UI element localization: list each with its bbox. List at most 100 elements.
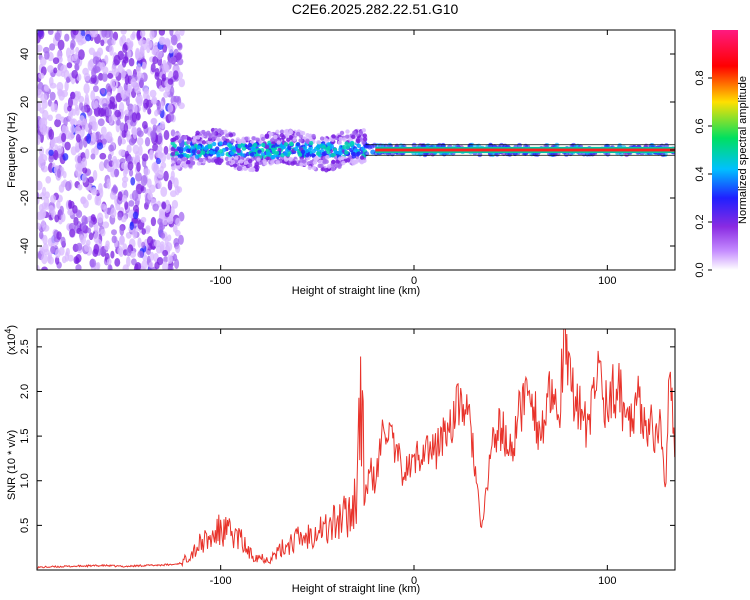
spectrogram-cell xyxy=(120,30,127,35)
spectrogram-cell xyxy=(108,264,113,270)
spectrogram-cell xyxy=(335,159,340,164)
spectrogram-cell xyxy=(270,154,275,160)
spectrogram-cell xyxy=(149,30,155,40)
spectrogram-cell xyxy=(38,72,45,80)
spectrogram-cell xyxy=(167,264,174,270)
colorbar-tick-label: 0.0 xyxy=(694,262,706,277)
spectrogram-cell xyxy=(63,102,70,114)
spectrogram-cell xyxy=(203,146,208,151)
spectrogram-cell xyxy=(48,149,54,156)
spectrogram-line-core xyxy=(375,148,675,152)
spectrogram-cell xyxy=(119,158,126,165)
spectrogram-cell xyxy=(111,38,116,46)
spectrogram-cell xyxy=(255,137,260,142)
spectrogram-cell xyxy=(214,146,220,151)
spectrogram-cell xyxy=(228,133,234,138)
spectrogram-cell xyxy=(136,63,141,75)
spectrogram-cell xyxy=(186,136,192,141)
spectrogram-cell xyxy=(118,101,125,113)
spectrogram-cell xyxy=(251,136,256,141)
spectrogram-cell xyxy=(136,30,141,41)
spectrogram-cell xyxy=(81,173,87,183)
spectrogram-cell xyxy=(132,211,139,220)
spectrogram-cell xyxy=(88,220,94,228)
spectrogram-cell xyxy=(167,215,174,225)
spectrogram-cell xyxy=(189,156,194,161)
spectrogram-cell xyxy=(237,166,242,172)
spectrogram-cell xyxy=(125,247,132,257)
spectrogram-cell xyxy=(192,135,198,140)
spectrogram-cell xyxy=(178,211,185,222)
spectrogram-cell xyxy=(178,102,185,110)
spectrogram-cell xyxy=(61,132,67,143)
spectrogram-cell xyxy=(120,34,127,44)
spectrogram-cell xyxy=(121,195,128,203)
spectrogram-xtick-label: -100 xyxy=(210,275,232,287)
spectrogram-cell xyxy=(241,146,247,151)
spectrogram-cell xyxy=(358,130,364,136)
spectrogram-cell xyxy=(132,228,138,239)
spectrogram-cell xyxy=(37,44,43,53)
spectrogram-cell xyxy=(149,184,156,194)
spectrogram-cell xyxy=(163,170,169,182)
snr-series-line xyxy=(37,329,675,569)
spectrogram-cell xyxy=(297,152,303,157)
spectrogram-cell xyxy=(96,262,101,270)
snr-yscale-label: (x104) xyxy=(3,325,18,355)
spectrogram-cell xyxy=(232,163,238,168)
spectrogram-cell xyxy=(154,67,160,77)
spectrogram-cell xyxy=(54,256,60,265)
snr-xtick-label: 100 xyxy=(598,575,616,587)
spectrogram-cell xyxy=(207,144,213,149)
spectrogram-cell xyxy=(114,257,121,267)
spectrogram-cell xyxy=(331,134,336,139)
spectrogram-cell xyxy=(163,129,170,141)
spectrogram-cell xyxy=(317,159,323,165)
spectrogram-cell xyxy=(150,98,158,105)
spectrogram-cell xyxy=(38,157,45,169)
spectrogram-cell xyxy=(98,72,104,81)
colorbar-ticks: 0.0 0.2 0.4 0.6 0.8 xyxy=(694,70,712,278)
spectrogram-cell xyxy=(144,136,151,147)
spectrogram-cell xyxy=(227,143,233,149)
spectrogram-cell xyxy=(174,151,179,156)
spectrogram-cell xyxy=(52,57,60,65)
spectrogram-cell xyxy=(216,137,221,142)
colorbar: 0.0 0.2 0.4 0.6 0.8 Normalized spectral ampl… xyxy=(694,30,749,278)
spectrogram-cell xyxy=(117,64,124,74)
spectrogram-cell xyxy=(169,86,175,97)
spectrogram-cell xyxy=(211,141,217,147)
spectrogram-cell xyxy=(151,48,157,56)
spectrogram-cell xyxy=(82,167,88,174)
spectrogram-heatmap xyxy=(37,30,675,270)
spectrogram-cell xyxy=(83,83,90,95)
spectrogram-cell xyxy=(47,30,54,36)
spectrogram-cell xyxy=(135,183,143,195)
spectrogram-cell xyxy=(136,136,144,146)
spectrogram-cell xyxy=(150,63,156,73)
spectrogram-cell xyxy=(117,135,122,147)
spectrogram-cell xyxy=(97,118,105,127)
spectrogram-cell xyxy=(135,155,141,163)
spectrogram-cell xyxy=(92,56,100,65)
spectrogram-cell xyxy=(75,106,80,116)
spectrogram-cell xyxy=(79,234,84,243)
spectrogram-cell xyxy=(50,245,56,255)
spectrogram-cell xyxy=(72,204,78,214)
colorbar-tick-label: 0.2 xyxy=(694,214,706,229)
spectrogram-cell xyxy=(356,143,361,148)
spectrogram-cell xyxy=(355,152,360,157)
spectrogram-cell xyxy=(177,42,183,51)
spectrogram-cell xyxy=(162,218,168,226)
snr-ytick-label: 2.5 xyxy=(19,339,31,354)
spectrogram-cell xyxy=(326,149,331,154)
spectrogram-cell xyxy=(176,160,182,165)
spectrogram-cell xyxy=(75,257,80,265)
spectrogram-cell xyxy=(37,101,42,112)
spectrogram-cell xyxy=(176,165,181,170)
spectrogram-cell xyxy=(132,82,140,89)
spectrogram-cell xyxy=(72,30,79,36)
spectrogram-cell xyxy=(287,145,292,151)
spectrogram-cell xyxy=(169,56,177,63)
spectrogram-cell xyxy=(90,74,97,84)
